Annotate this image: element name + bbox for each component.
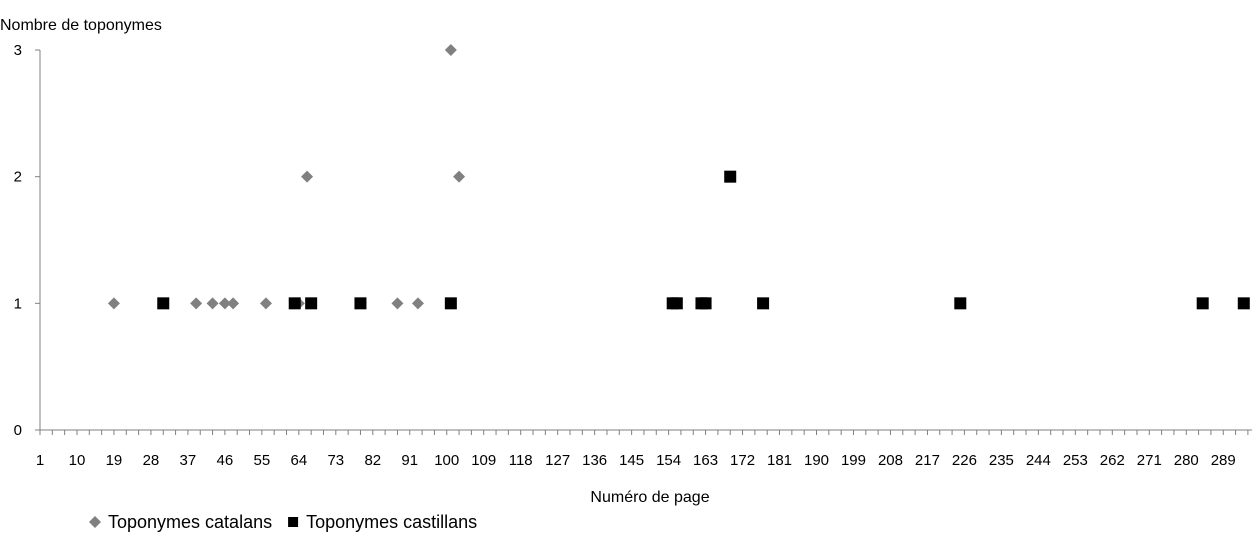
x-tick-label: 1 [36, 452, 44, 469]
catalan-point [218, 297, 231, 310]
x-tick-label: 127 [545, 452, 570, 469]
y-tick-label: 1 [14, 295, 22, 312]
castillan-point [699, 297, 712, 310]
x-tick-label: 91 [401, 452, 418, 469]
x-tick-label: 181 [767, 452, 792, 469]
x-tick-label: 118 [509, 452, 533, 469]
x-tick-label: 199 [841, 452, 866, 469]
x-tick-label: 136 [582, 452, 607, 469]
catalan-point [391, 297, 404, 310]
legend-diamond-icon [89, 516, 101, 528]
x-axis: 1 10 19 28 37 46 55 64 73 82 91 100 109 118 127 136 145 1… [36, 429, 1252, 469]
x-tick-label: 235 [989, 452, 1014, 469]
x-tick-label: 163 [693, 452, 718, 469]
catalan-point [107, 297, 120, 310]
x-tick-label: 226 [952, 452, 977, 469]
catalan-point [259, 297, 272, 310]
series-catalans [107, 44, 466, 310]
castillan-point [670, 297, 683, 310]
catalan-point [444, 44, 457, 56]
y-tick-label: 0 [14, 422, 22, 439]
castillan-point [354, 297, 367, 310]
series-castillans [157, 170, 1250, 310]
x-tick-label: 82 [364, 452, 381, 469]
x-tick-label: 100 [434, 452, 459, 469]
castillan-point [954, 297, 967, 310]
x-axis-title: Numéro de page [590, 489, 709, 506]
x-tick-label: 64 [290, 452, 307, 469]
catalan-point [190, 297, 203, 310]
x-tick-label: 253 [1063, 452, 1088, 469]
castillan-point [305, 297, 318, 310]
x-tick-label: 109 [471, 452, 496, 469]
legend-item: Toponymes catalans [89, 512, 272, 532]
legend-label: Toponymes castillans [306, 512, 477, 532]
x-tick-label: 154 [656, 452, 681, 469]
x-tick-label: 244 [1026, 452, 1051, 469]
y-tick-label: 3 [14, 42, 22, 59]
x-tick-label: 262 [1100, 452, 1125, 469]
legend-item: Toponymes castillans [288, 512, 477, 532]
castillan-point [1196, 297, 1209, 310]
catalan-point [411, 297, 424, 310]
castillan-point [1237, 297, 1250, 310]
x-tick-label: 289 [1211, 452, 1236, 469]
x-tick-label: 190 [804, 452, 829, 469]
x-tick-label: 46 [217, 452, 234, 469]
x-tick-label: 271 [1137, 452, 1162, 469]
catalan-point [206, 297, 219, 310]
catalan-point [227, 297, 240, 310]
castillan-point [157, 297, 170, 310]
y-axis-title: Nombre de toponymes [0, 17, 162, 34]
x-tick-label: 217 [915, 452, 940, 469]
x-tick-label: 19 [106, 452, 123, 469]
castillan-point [444, 297, 457, 310]
x-tick-label: 28 [143, 452, 160, 469]
x-tick-label: 73 [327, 452, 344, 469]
x-tick-label: 172 [730, 452, 755, 469]
data-points [107, 44, 1250, 310]
y-tick-label: 2 [14, 169, 22, 186]
legend-square-icon [288, 517, 299, 527]
castillan-point [724, 170, 737, 183]
x-tick-label: 208 [878, 452, 903, 469]
castillan-point [757, 297, 770, 310]
x-tick-label: 37 [180, 452, 197, 469]
x-tick-label: 10 [69, 452, 86, 469]
legend-label: Toponymes catalans [108, 512, 272, 532]
x-tick-label: 55 [254, 452, 271, 469]
x-tick-label: 145 [619, 452, 644, 469]
x-tick-label: 280 [1174, 452, 1199, 469]
y-axis: 0 1 2 3 [14, 42, 41, 439]
legend: Toponymes catalans Toponymes castillans [89, 512, 477, 532]
castillan-point [288, 297, 301, 310]
catalan-point [453, 170, 466, 183]
catalan-point [301, 170, 314, 183]
